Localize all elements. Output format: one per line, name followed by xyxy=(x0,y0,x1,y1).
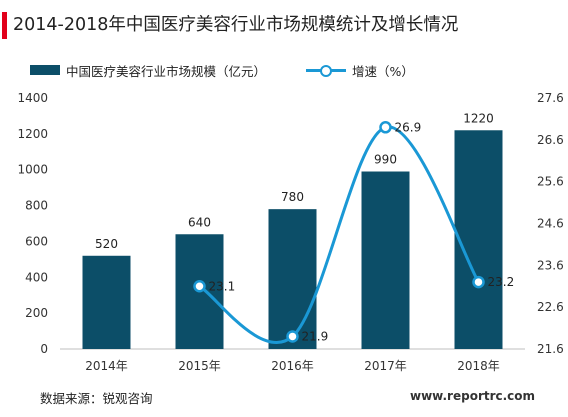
y-right-tick-label: 26.6 xyxy=(537,133,564,147)
y-left-tick-label: 1200 xyxy=(17,127,48,141)
y-left-tick-label: 600 xyxy=(25,234,48,248)
x-tick-label: 2014年 xyxy=(85,359,128,373)
x-tick-label: 2018年 xyxy=(457,359,500,373)
title-accent-bar xyxy=(2,12,7,39)
chart-title: 2014-2018年中国医疗美容行业市场规模统计及增长情况 xyxy=(13,15,459,35)
y-right-tick-label: 21.6 xyxy=(537,342,564,356)
bar-data-label: 780 xyxy=(281,190,304,204)
bar xyxy=(361,171,410,349)
y-right-tick-label: 22.6 xyxy=(537,300,564,314)
legend-bar-label: 中国医疗美容行业市场规模（亿元） xyxy=(66,63,267,79)
y-left-tick-label: 200 xyxy=(25,306,48,320)
y-left-tick-label: 0 xyxy=(40,342,48,356)
y-left-tick-label: 1400 xyxy=(17,91,48,105)
y-left-tick-label: 1000 xyxy=(17,163,48,177)
chart-legend: 中国医疗美容行业市场规模（亿元） 增速（%） xyxy=(30,60,414,80)
x-tick-label: 2015年 xyxy=(178,359,221,373)
x-tick-label: 2017年 xyxy=(364,359,407,373)
y-left-tick-label: 400 xyxy=(25,270,48,284)
y-right-tick-label: 25.6 xyxy=(537,175,564,189)
line-point xyxy=(193,280,206,293)
line-point xyxy=(286,330,299,343)
bar xyxy=(268,209,317,349)
line-point xyxy=(472,275,485,289)
line-data-label: 23.2 xyxy=(488,275,515,289)
growth-rate-line xyxy=(198,125,480,344)
line-data-label: 21.9 xyxy=(302,329,329,343)
source-note: 数据来源：锐观咨询 xyxy=(40,391,153,406)
legend-bar-swatch xyxy=(30,65,60,75)
y-right-tick-label: 23.6 xyxy=(537,258,564,272)
legend-line-label: 增速（%） xyxy=(352,63,414,79)
bar xyxy=(82,255,131,349)
legend-line-marker xyxy=(320,65,333,77)
y-right-tick-label: 24.6 xyxy=(537,217,564,231)
line-point xyxy=(379,121,392,134)
x-tick-label: 2016年 xyxy=(271,359,314,373)
bar-data-label: 640 xyxy=(188,215,211,229)
bar-data-label: 1220 xyxy=(463,111,494,125)
y-right-tick-label: 27.6 xyxy=(537,91,564,105)
bar xyxy=(454,130,503,349)
line-data-label: 26.9 xyxy=(395,120,422,134)
bar-data-label: 990 xyxy=(374,153,397,167)
bar-data-label: 520 xyxy=(95,237,118,251)
line-data-label: 23.1 xyxy=(209,279,236,293)
legend-line-swatch xyxy=(306,63,347,77)
site-url: www.reportrc.com xyxy=(410,389,536,403)
y-left-tick-label: 800 xyxy=(25,199,48,213)
